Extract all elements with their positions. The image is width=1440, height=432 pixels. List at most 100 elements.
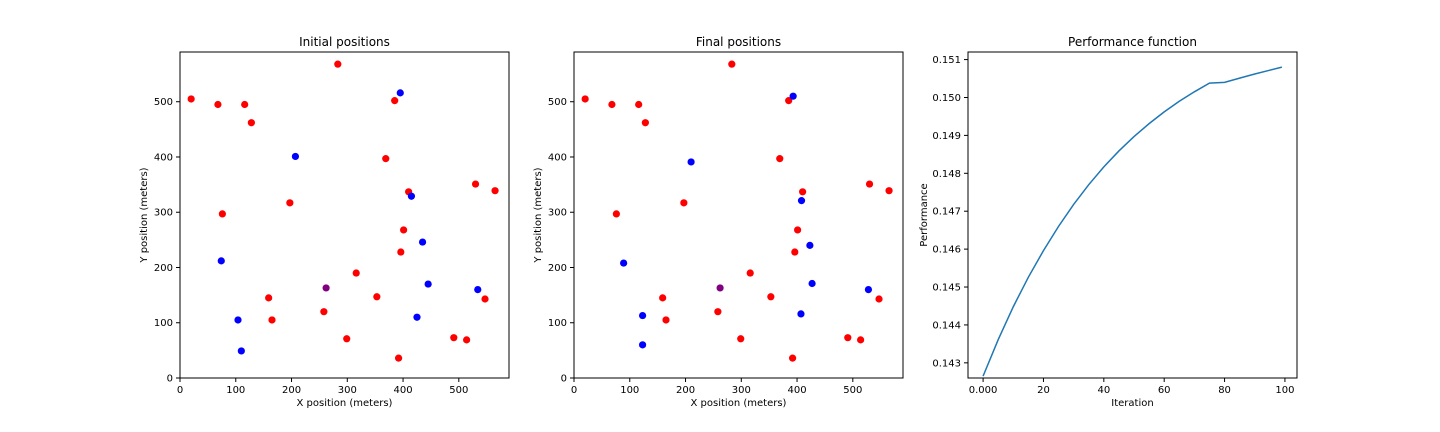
scatter-point [214, 100, 222, 109]
scatter-point [799, 188, 807, 196]
scatter-point [641, 119, 649, 127]
x-axis-label: Iteration [1111, 398, 1153, 409]
x-tick-label: 500 [843, 385, 862, 396]
x-tick-label: 40 [1097, 385, 1110, 396]
tick-group: 0 100 200 300 400 500 0 100 200 300 400 500 [154, 97, 468, 396]
scatter-point [397, 248, 405, 256]
x-tick-label: 200 [282, 385, 301, 396]
scatter-point [391, 97, 399, 105]
scatter-point [635, 100, 643, 109]
scatter-point [400, 226, 408, 234]
scatter-point [320, 308, 328, 316]
scatter-point [806, 241, 814, 249]
x-tick-label: 300 [338, 385, 357, 396]
scatter-point [687, 158, 695, 166]
y-tick-label: 200 [548, 263, 567, 274]
scatter-point [491, 187, 499, 195]
y-tick-label: 0.149 [932, 131, 961, 142]
scatter-point [714, 308, 722, 316]
scatter-point [797, 197, 806, 205]
scatter-point [424, 280, 432, 288]
y-tick-label: 0.146 [932, 245, 961, 256]
scatter-point [450, 334, 458, 342]
x-tick-label: 80 [1218, 385, 1231, 396]
x-tick-label: 500 [449, 385, 468, 396]
scatter-point [865, 180, 874, 188]
x-axis-label: X position (meters) [297, 398, 393, 409]
scatter-point [187, 95, 195, 103]
chart-title: Initial positions [299, 35, 390, 49]
y-tick-label: 0.151 [932, 55, 961, 66]
y-tick-label: 300 [548, 208, 567, 219]
scatter-point [797, 310, 805, 318]
y-tick-label: 200 [154, 263, 173, 274]
scatter-point [785, 97, 793, 105]
scatter-point [776, 155, 784, 163]
y-tick-label: 100 [548, 318, 567, 329]
x-tick-label: 200 [676, 385, 695, 396]
scatter-point [471, 180, 480, 188]
x-tick-label: 400 [394, 385, 413, 396]
x-tick-label: 60 [1158, 385, 1171, 396]
scatter-point [662, 316, 670, 324]
x-tick-label: 100 [1275, 385, 1294, 396]
x-tick-label: 0 [571, 385, 577, 396]
scatter-point [394, 354, 403, 362]
y-tick-label: 0.144 [932, 320, 961, 331]
scatter-point [382, 155, 390, 163]
scatter-point [407, 192, 416, 200]
scatter-point [737, 335, 745, 343]
scatter-point [746, 269, 754, 277]
scatter-point [885, 187, 893, 195]
scatter-point [638, 311, 647, 320]
y-tick-label: 400 [154, 152, 173, 163]
scatter-point [788, 354, 797, 362]
scatter-point [343, 335, 351, 343]
scatter-point [268, 316, 276, 324]
y-axis-label: Performance [919, 183, 930, 246]
scatter-point [463, 336, 471, 344]
scatter-point [413, 313, 421, 321]
scatter-point [875, 295, 883, 303]
y-tick-label: 0.145 [932, 283, 961, 294]
scatter-point [581, 95, 589, 103]
y-tick-label: 400 [548, 152, 567, 163]
plot-frame [179, 51, 510, 379]
scatter-point [217, 257, 225, 265]
y-tick-label: 0.148 [932, 169, 961, 180]
tick-group: 0 100 200 300 400 500 0 100 200 300 400 500 [548, 97, 862, 396]
x-tick-label: 20 [1037, 385, 1050, 396]
y-tick-label: 500 [154, 97, 173, 108]
y-tick-label: 0 [561, 374, 567, 385]
x-tick-label: 0.000 [969, 385, 998, 396]
scatter-point [680, 199, 688, 207]
scatter-point [808, 279, 816, 288]
scatter-point [291, 152, 300, 161]
scatter-point [794, 226, 802, 234]
scatter-point [396, 89, 404, 97]
scatter-point [247, 119, 255, 127]
y-tick-label: 100 [154, 318, 173, 329]
marks-group [187, 60, 499, 362]
scatter-point [234, 316, 242, 324]
scatter-point [659, 294, 667, 302]
scatter-point [728, 60, 736, 68]
y-axis-label: Y position (meters) [533, 167, 544, 263]
x-tick-label: 300 [732, 385, 751, 396]
y-tick-label: 500 [548, 97, 567, 108]
x-axis-label: X position (meters) [691, 398, 787, 409]
scatter-point [716, 284, 724, 292]
scatter-point [789, 92, 797, 100]
x-tick-label: 400 [788, 385, 807, 396]
performance-panel: Performance function Iteration Performan… [919, 35, 1298, 409]
scatter-point [418, 238, 427, 246]
scatter-point [286, 199, 294, 207]
marks-group [982, 66, 1283, 377]
x-tick-label: 0 [177, 385, 183, 396]
scatter-point [481, 295, 489, 303]
scatter-point [612, 210, 620, 218]
scatter-point [334, 60, 342, 68]
scatter-point [241, 100, 249, 109]
plot-frame [967, 51, 1298, 379]
